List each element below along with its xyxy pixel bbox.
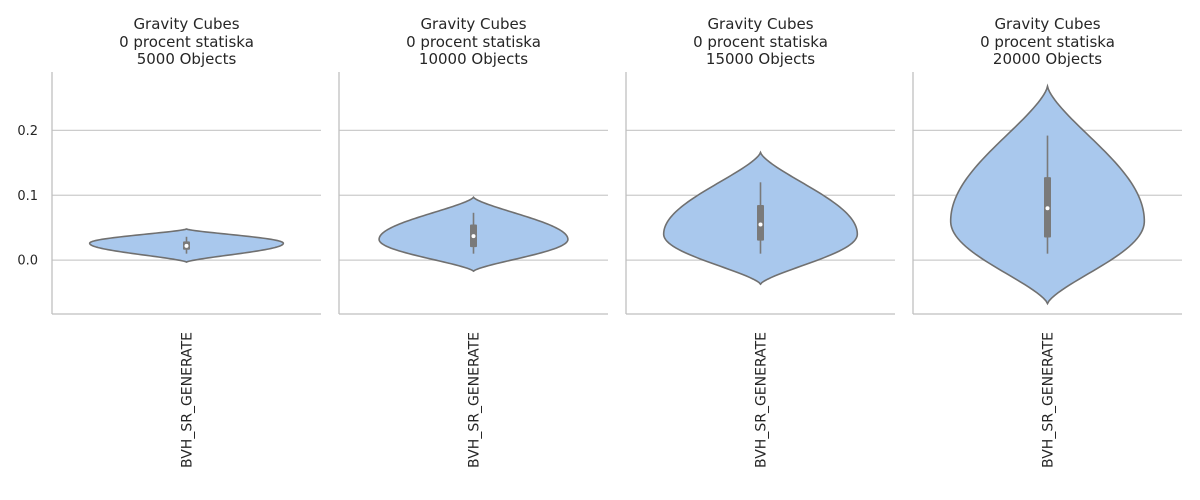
y-tick-label: 0.2: [17, 124, 38, 139]
panel-title-line: 0 procent statiska: [119, 33, 254, 51]
y-tick-label: 0.1: [17, 189, 38, 204]
panel-title-line: 0 procent statiska: [693, 33, 828, 51]
panel-title-line: Gravity Cubes: [133, 15, 239, 33]
panel-title-line: 5000 Objects: [137, 50, 237, 68]
panel-title-line: 15000 Objects: [706, 50, 815, 68]
x-tick-label: BVH_SR_GENERATE: [754, 332, 770, 468]
median-dot: [758, 222, 763, 227]
panel-title-line: 0 procent statiska: [406, 33, 541, 51]
panel-title-line: Gravity Cubes: [420, 15, 526, 33]
median-dot: [471, 234, 476, 239]
panel-title-line: 0 procent statiska: [980, 33, 1115, 51]
panel-title-line: 10000 Objects: [419, 50, 528, 68]
x-tick-label: BVH_SR_GENERATE: [467, 332, 483, 468]
x-tick-label: BVH_SR_GENERATE: [180, 332, 196, 468]
x-tick-label: BVH_SR_GENERATE: [1041, 332, 1057, 468]
panel-title-line: Gravity Cubes: [707, 15, 813, 33]
panel-title-line: 20000 Objects: [993, 50, 1102, 68]
median-dot: [184, 243, 189, 248]
y-tick-label: 0.0: [17, 254, 38, 269]
panel-title-line: Gravity Cubes: [994, 15, 1100, 33]
median-dot: [1045, 206, 1050, 211]
